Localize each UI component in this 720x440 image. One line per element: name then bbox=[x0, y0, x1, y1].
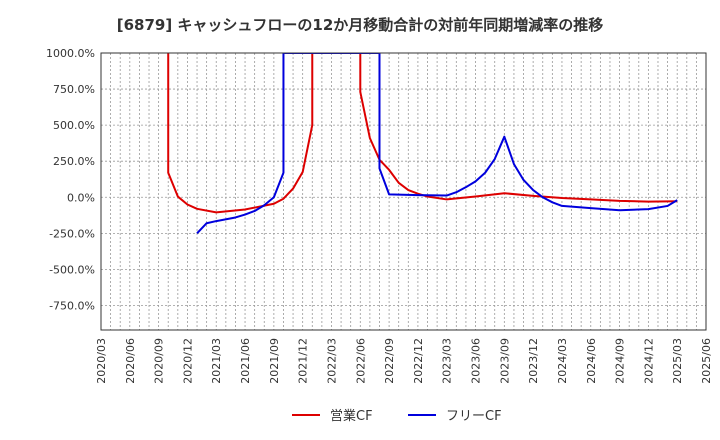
x-tick-label: 2021/03 bbox=[210, 338, 223, 384]
series-line-operating-cf bbox=[167, 53, 678, 214]
y-tick-label: -250.0% bbox=[49, 227, 95, 240]
x-tick-label: 2021/06 bbox=[239, 338, 252, 384]
x-tick-label: 2025/06 bbox=[700, 338, 713, 384]
series-lines bbox=[167, 53, 678, 235]
x-tick-label: 2021/09 bbox=[268, 338, 281, 384]
x-tick-label: 2025/03 bbox=[671, 338, 684, 384]
x-tick-label: 2024/09 bbox=[614, 338, 627, 384]
x-tick-label: 2022/06 bbox=[354, 338, 367, 384]
legend: 営業CF フリーCF bbox=[292, 408, 502, 424]
y-tick-label: 250.0% bbox=[53, 155, 95, 168]
y-tick-label: -500.0% bbox=[49, 263, 95, 276]
x-tick-label: 2022/03 bbox=[325, 338, 338, 384]
plot-frame bbox=[100, 52, 707, 331]
x-tick-label: 2024/06 bbox=[585, 338, 598, 384]
series-line-free-cf bbox=[196, 53, 678, 235]
y-tick-label: 750.0% bbox=[53, 83, 95, 96]
y-tick-label: -750.0% bbox=[49, 299, 95, 312]
x-tick-label: 2020/03 bbox=[95, 338, 108, 384]
x-tick-label: 2024/03 bbox=[556, 338, 569, 384]
x-tick-label: 2023/12 bbox=[527, 338, 540, 384]
x-tick-label: 2023/03 bbox=[441, 338, 454, 384]
y-tick-label: 500.0% bbox=[53, 119, 95, 132]
x-tick-label: 2022/12 bbox=[412, 338, 425, 384]
x-tick-label: 2020/06 bbox=[124, 338, 137, 384]
x-tick-label: 2022/09 bbox=[383, 338, 396, 384]
x-tick-label: 2021/12 bbox=[297, 338, 310, 384]
chart-title: [6879] キャッシュフローの12か月移動合計の対前年同期増減率の推移 bbox=[117, 16, 604, 34]
x-tick-label: 2024/12 bbox=[642, 338, 655, 384]
legend-label-free-cf: フリーCF bbox=[446, 409, 502, 424]
x-tick-label: 2020/12 bbox=[181, 338, 194, 384]
x-tick-label: 2023/09 bbox=[498, 338, 511, 384]
x-tick-label: 2020/09 bbox=[153, 338, 166, 384]
x-axis-ticks: 2020/03 2020/06 2020/09 2020/12 2021/03 2021/… bbox=[95, 338, 713, 384]
legend-label-operating-cf: 営業CF bbox=[330, 408, 373, 424]
y-tick-label: 0.0% bbox=[67, 191, 95, 204]
y-tick-label: 1000.0% bbox=[46, 47, 95, 60]
x-tick-label: 2023/06 bbox=[470, 338, 483, 384]
y-axis-ticks: 1000.0% 750.0% 500.0% 250.0% 0.0% -250.0% -500… bbox=[46, 47, 95, 312]
